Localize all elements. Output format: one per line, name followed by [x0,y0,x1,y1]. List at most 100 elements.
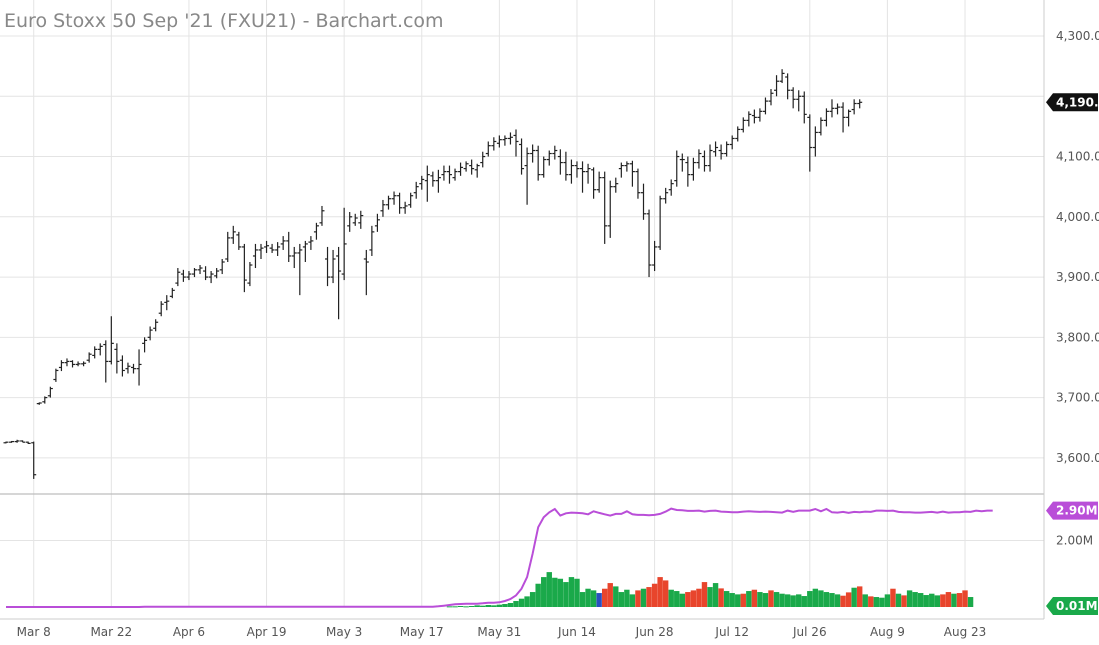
ohlc-bar [674,150,680,187]
x-tick-label: Jun 28 [635,625,674,639]
ohlc-bar [829,99,835,118]
avg-volume-badge-text: 2.90M [1056,504,1098,518]
volume-bar [801,596,807,607]
volume-bar [563,582,569,607]
volume-bar [546,572,552,607]
ohlc-bar [20,440,26,443]
ohlc-bar [502,135,508,146]
ohlc-bar [214,268,220,279]
volume-bar [807,591,813,607]
price-tick-label: 3,700.0 [1056,391,1099,405]
volume-bar [502,604,508,607]
ohlc-bar [469,159,475,175]
ohlc-bar [546,150,552,166]
volume-bar [457,606,464,608]
ohlc-bar [25,441,31,444]
volume-bar [507,603,514,607]
volume-bar [757,592,763,607]
volume-bar [740,593,746,607]
ohlc-bar [774,75,780,97]
ohlc-bar [125,362,131,374]
ohlc-bar [9,440,15,443]
ohlc-bar [679,153,685,172]
volume-bar [923,595,929,607]
ohlc-bar [624,161,630,172]
volume-bar [812,588,819,607]
x-tick-label: Jun 14 [557,625,596,639]
ohlc-bar [735,126,741,142]
ohlc-bar [147,326,153,341]
ohlc-bar [563,151,569,181]
ohlc-bar [374,213,380,232]
ohlc-bar [519,138,525,175]
ohlc-bar [646,209,652,278]
ohlc-bar [807,114,813,172]
volume-bar [890,588,896,607]
volume-bar [701,582,708,607]
ohlc-bar [446,165,452,184]
volume-bar [485,605,491,607]
last-price-badge: 4,190.0 [1046,93,1099,112]
volume-bar [768,590,774,607]
ohlc-bar [618,162,624,178]
ohlc-bar [574,161,580,178]
ohlc-bar [103,340,109,383]
ohlc-bar [452,168,458,181]
ohlc-bar [663,187,669,204]
volume-bar [845,592,852,607]
ohlc-bar [524,147,530,205]
ohlc-bar [602,171,608,244]
ohlc-bar [823,108,829,127]
ohlc-bar [369,225,375,256]
ohlc-bar [269,243,275,253]
volume-bar [929,593,935,607]
ohlc-bar [36,402,42,405]
volume-bar [746,591,752,607]
volume-bar [773,592,780,607]
volume-bar [596,593,602,607]
ohlc-bar [236,231,242,250]
ohlc-bar [596,171,602,193]
volume-bar [585,588,591,607]
last-volume-badge-bg [1046,597,1098,615]
ohlc-bar [319,205,325,226]
ohlc-bar [75,361,81,367]
x-tick-label: Apr 19 [247,625,287,639]
ohlc-bar [142,337,148,353]
ohlc-bar [785,73,791,100]
volume-bar [779,593,785,607]
ohlc-bar [729,135,735,150]
ohlc-series [3,69,863,479]
ohlc-bar [530,144,536,163]
ohlc-bar [186,271,192,281]
ohlc-bar [114,343,120,374]
ohlc-bar [740,117,746,133]
ohlc-bar [64,358,70,367]
ohlc-bar [252,243,258,269]
volume-bar [962,590,968,607]
x-tick-label: May 31 [477,625,521,639]
ohlc-bar [164,295,170,311]
ohlc-bar [746,111,752,127]
volume-bar [662,580,669,607]
ohlc-bar [53,368,59,382]
volume-bar [945,592,952,607]
x-tick-label: Aug 9 [870,625,905,639]
ohlc-bar [180,269,186,282]
ohlc-bar [175,268,181,287]
x-tick-label: Mar 8 [17,625,51,639]
price-tick-label: 3,900.0 [1056,270,1099,284]
ohlc-bar [641,183,646,220]
volume-bar [696,588,702,607]
ohlc-bar [31,441,37,479]
ohlc-bar [762,97,768,115]
ohlc-bar [840,102,846,133]
ohlc-bar [668,179,674,196]
ohlc-bar [557,149,563,175]
ohlc-bar [818,117,824,136]
volume-bar [668,589,674,607]
ohlc-bar [3,441,9,444]
ohlc-bar [291,246,297,269]
volume-bar [607,583,613,607]
